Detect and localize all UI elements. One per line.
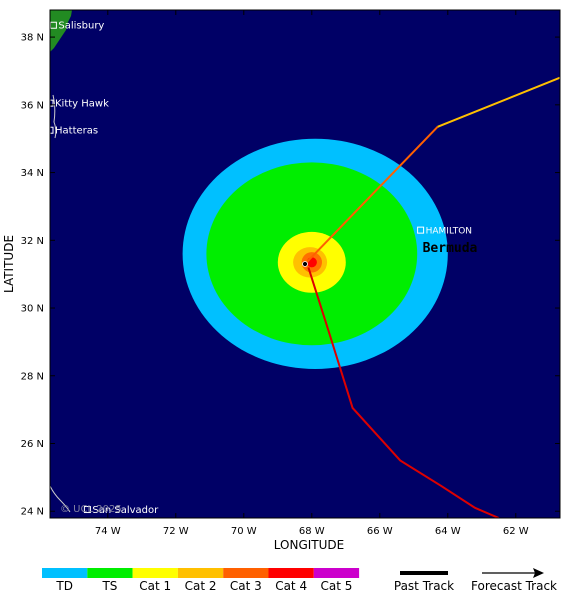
forecast-track-legend-arrowhead xyxy=(533,568,544,578)
y-tick-label: 30 N xyxy=(21,304,44,315)
region-label-bermuda: Bermuda xyxy=(423,241,478,256)
past-track-legend-label: Past Track xyxy=(394,579,454,593)
x-tick-label: 62 W xyxy=(503,526,529,537)
forecast-track-legend-label: Forecast Track xyxy=(471,579,557,593)
storm-center-marker xyxy=(302,261,308,267)
wind-field-cat-4 xyxy=(306,257,317,268)
legend-label-cat-2: Cat 2 xyxy=(185,579,217,593)
y-tick-label: 34 N xyxy=(21,168,44,179)
legend: TD TS Cat 1 Cat 2 Cat 3 Cat 4 Cat 5 xyxy=(42,568,360,593)
place-marker-kitty-hawk xyxy=(50,99,54,107)
plot-layer: Salisbury Kitty Hawk Hatteras HAMILTON San S… xyxy=(50,10,560,518)
place-marker-hatteras xyxy=(50,126,54,134)
legend-swatch-cat-1 xyxy=(132,568,178,578)
place-label-hamilton: HAMILTON xyxy=(426,227,472,237)
place-marker-san-salvador xyxy=(83,506,91,514)
x-tick-label: 74 W xyxy=(95,526,121,537)
axis-ticks: 74 W 72 W 70 W 68 W 66 W 64 W 62 W 38 N 36 N 34 N… xyxy=(21,10,560,537)
y-tick-label: 32 N xyxy=(21,236,44,247)
legend-swatch-ts xyxy=(87,568,133,578)
bahamas-coastline xyxy=(50,485,71,513)
past-track-line xyxy=(307,267,500,518)
forecast-track-segment xyxy=(304,126,439,265)
legend-swatch-cat-5 xyxy=(313,568,360,578)
place-label-kitty-hawk: Kitty Hawk xyxy=(55,99,109,110)
plot-frame xyxy=(49,9,561,519)
legend-label-ts: TS xyxy=(101,579,117,593)
x-tick-label: 72 W xyxy=(163,526,189,537)
place-label-hatteras: Hatteras xyxy=(55,126,98,137)
y-tick-label: 28 N xyxy=(21,371,44,382)
x-tick-label: 70 W xyxy=(231,526,257,537)
legend-swatch-cat-4 xyxy=(268,568,314,578)
place-label-san-salvador: San Salvador xyxy=(92,505,159,516)
legend-label-cat-4: Cat 4 xyxy=(275,579,307,593)
y-tick-label: 24 N xyxy=(21,507,44,518)
y-tick-label: 38 N xyxy=(21,33,44,44)
outer-banks-coastline xyxy=(52,94,57,139)
legend-label-cat-1: Cat 1 xyxy=(139,579,171,593)
place-marker-hamilton xyxy=(417,226,425,234)
x-tick-label: 66 W xyxy=(367,526,393,537)
legend-swatch-cat-3 xyxy=(223,568,269,578)
legend-swatch-cat-2 xyxy=(177,568,224,578)
y-axis-label: LATITUDE xyxy=(2,235,16,293)
legend-swatch-td xyxy=(42,568,88,578)
x-tick-label: 64 W xyxy=(435,526,461,537)
forecast-track-segment xyxy=(437,76,560,128)
x-tick-label: 68 W xyxy=(299,526,325,537)
x-axis-label: LONGITUDE xyxy=(274,538,344,552)
legend-label-cat-3: Cat 3 xyxy=(230,579,262,593)
place-label-salisbury: Salisbury xyxy=(58,21,104,32)
land-mass xyxy=(50,10,72,52)
plot-content: Salisbury Kitty Hawk Hatteras HAMILTON San S… xyxy=(50,10,560,518)
watermark: © UCL 2025 xyxy=(60,504,122,515)
legend-label-td: TD xyxy=(55,579,73,593)
legend-label-cat-5: Cat 5 xyxy=(321,579,353,593)
y-tick-label: 36 N xyxy=(21,100,44,111)
y-tick-label: 26 N xyxy=(21,439,44,450)
